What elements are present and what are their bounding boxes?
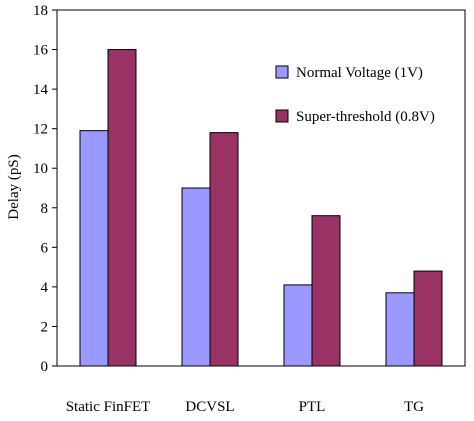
- y-tick-label: 8: [41, 201, 49, 217]
- bar-normal-2: [283, 284, 313, 367]
- legend-swatch: [275, 109, 289, 123]
- legend: Normal Voltage (1V) Super-threshold (0.8V…: [275, 65, 435, 125]
- y-tick-label: 14: [33, 82, 49, 98]
- category-label: DCVSL: [185, 399, 234, 415]
- legend-label: Normal Voltage (1V): [296, 65, 423, 81]
- category-label: TG: [404, 399, 424, 415]
- bar-normal-3: [385, 292, 415, 367]
- y-tick-label: 2: [41, 319, 49, 335]
- y-tick-label: 12: [33, 122, 48, 138]
- category-labels: Static FinFET DCVSL PTL TG: [66, 399, 424, 415]
- y-tick-label: 0: [41, 359, 49, 375]
- bars: [79, 49, 443, 367]
- bar-normal-1: [181, 187, 211, 367]
- y-tick-label: 6: [41, 240, 49, 256]
- bar-normal-0: [79, 130, 109, 367]
- y-tick-label: 10: [33, 161, 48, 177]
- bar-super-1: [209, 132, 239, 367]
- y-axis-ticks: 0 2 4 6 8 10 12 14 16 18: [33, 3, 57, 375]
- category-label: PTL: [299, 399, 326, 415]
- category-label: Static FinFET: [66, 399, 151, 415]
- legend-swatch: [275, 65, 289, 79]
- y-tick-label: 4: [41, 280, 49, 296]
- bar-super-2: [311, 215, 341, 367]
- bar-super-0: [107, 49, 137, 367]
- y-axis-title: Delay (pS): [6, 154, 22, 219]
- legend-label: Super-threshold (0.8V): [296, 109, 435, 125]
- y-tick-label: 18: [33, 3, 48, 19]
- plot-frame: [56, 9, 466, 367]
- bar-super-3: [413, 270, 443, 367]
- y-tick-label: 16: [33, 43, 49, 59]
